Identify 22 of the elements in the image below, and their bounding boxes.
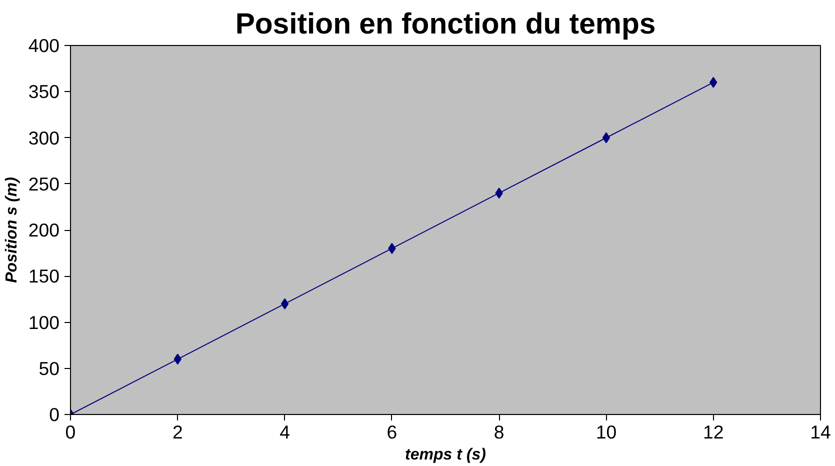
y-axis-title: Position s (m) [3,177,20,283]
x-tick-label: 0 [65,422,76,442]
y-tick-label: 400 [28,35,60,56]
x-tick-label: 10 [596,422,617,442]
y-tick-label: 50 [38,358,60,379]
x-tick-label: 4 [280,422,290,442]
y-tick-label: 350 [28,81,60,102]
y-tick-label: 0 [49,404,60,425]
x-axis-title: temps t (s) [405,446,486,464]
x-tick-label: 8 [494,422,504,442]
y-tick-label: 150 [28,266,60,287]
y-tick-label: 200 [28,220,60,240]
point [602,132,610,144]
x-tick-label: 12 [702,422,724,442]
x-tick-label: 2 [172,422,183,442]
x-tick-label: 14 [810,422,831,442]
chart-title: Position en fonction du temps [235,8,656,40]
point [280,298,289,310]
y-tick-label: 100 [28,312,60,333]
y-tick-label: 300 [28,127,60,148]
y-tick-label: 250 [28,173,60,194]
x-tick-label: 6 [386,422,398,442]
